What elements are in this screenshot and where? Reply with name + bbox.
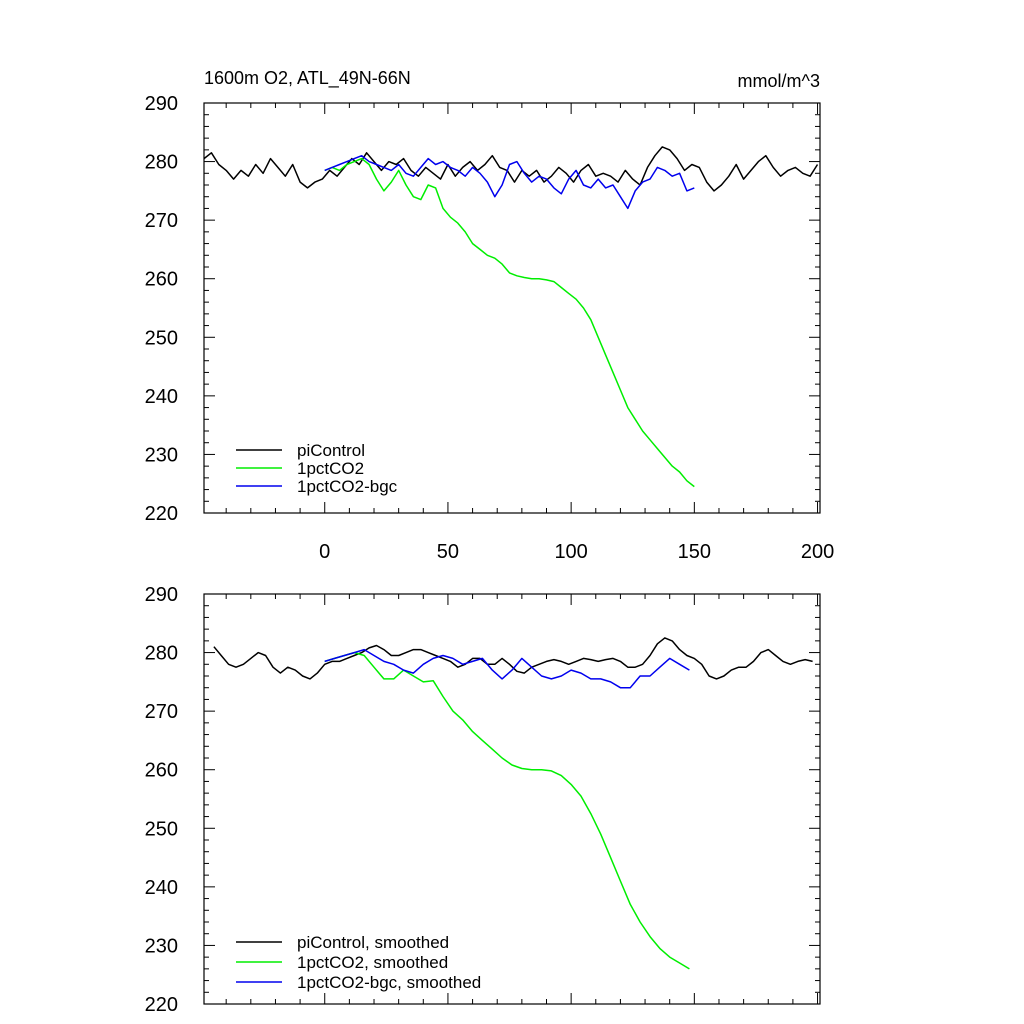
top-x-tick-label: 0 (319, 541, 330, 563)
bottom-series-line-1pctco2-bgc-smoothed (324, 648, 690, 689)
top-x-tick-label: 100 (554, 541, 587, 563)
top-y-tick-label: 240 (145, 386, 178, 408)
bottom-series-line-1pctco2-smoothed (324, 651, 690, 970)
top-x-tick-label: 150 (678, 541, 711, 563)
bottom-y-tick-label: 250 (145, 818, 178, 840)
bottom-y-tick-label: 260 (145, 760, 178, 782)
top-series-line-picontrol (203, 146, 819, 192)
top-y-tick-label: 270 (145, 210, 178, 232)
top-y-tick-label: 260 (145, 269, 178, 291)
top-series-line-1pctco2 (324, 157, 695, 488)
top-panel-units: mmol/m^3 (738, 71, 820, 91)
bottom-y-tick-label: 240 (145, 877, 178, 899)
top-y-tick-label: 250 (145, 327, 178, 349)
top-y-tick-label: 230 (145, 444, 178, 466)
top-legend-label: piControl (297, 441, 365, 460)
bottom-y-tick-label: 270 (145, 701, 178, 723)
bottom-series-line-picontrol-smoothed (213, 637, 813, 680)
top-y-tick-label: 280 (145, 152, 178, 174)
bottom-y-tick-label: 280 (145, 643, 178, 665)
bottom-legend-label: 1pctCO2, smoothed (297, 953, 448, 972)
bottom-plot-frame (203, 593, 821, 1005)
top-legend-label: 1pctCO2-bgc (297, 477, 398, 496)
top-y-tick-label: 220 (145, 503, 178, 525)
top-x-tick-label: 200 (801, 541, 834, 563)
bottom-y-tick-label: 230 (145, 935, 178, 957)
top-x-tick-label: 50 (437, 541, 459, 563)
top-plot-frame (203, 102, 821, 514)
bottom-legend-label: 1pctCO2-bgc, smoothed (297, 973, 481, 992)
bottom-legend-label: piControl, smoothed (297, 933, 449, 952)
top-legend-label: 1pctCO2 (297, 459, 364, 478)
bottom-y-tick-label: 290 (145, 584, 178, 606)
top-y-tick-label: 290 (145, 93, 178, 115)
bottom-y-tick-label: 220 (145, 994, 178, 1016)
bottom-panel: 220 230 240 250 260 270 280 290 piControl, smoot… (145, 584, 821, 1016)
top-panel-title: 1600m O2, ATL_49N-66N (204, 68, 411, 89)
top-panel: 1600m O2, ATL_49N-66N mmol/m^3 220 230 240… (145, 68, 835, 563)
top-series-line-1pctco2-bgc (324, 154, 695, 210)
